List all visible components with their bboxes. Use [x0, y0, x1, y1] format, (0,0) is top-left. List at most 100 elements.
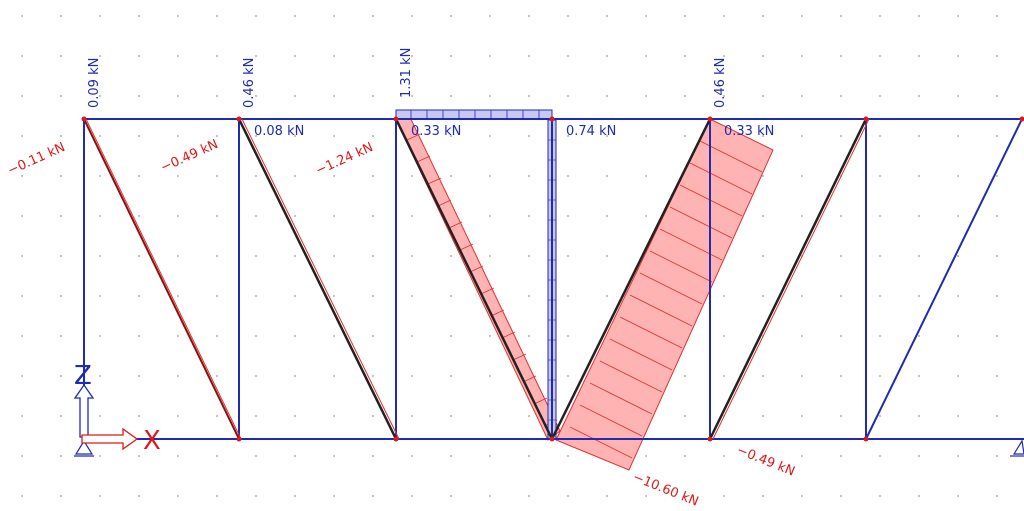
grid-dot — [411, 255, 413, 257]
grid-dot — [60, 55, 62, 57]
grid-dot — [762, 415, 764, 417]
grid-dot — [138, 495, 140, 497]
grid-dot — [996, 255, 998, 257]
grid-dot — [801, 415, 803, 417]
grid-dot — [606, 135, 608, 137]
force-diagram-diagonal-3 — [395, 112, 561, 441]
grid-dot — [99, 175, 101, 177]
grid-dot — [450, 55, 452, 57]
grid-dot — [879, 215, 881, 217]
grid-dot — [723, 335, 725, 337]
grid-dot — [567, 215, 569, 217]
diagonal-2 — [237, 118, 398, 440]
grid-dot — [684, 415, 686, 417]
diagonal-5 — [708, 118, 868, 440]
grid-dot — [528, 15, 530, 17]
grid-dot — [957, 215, 959, 217]
grid-dot — [684, 95, 686, 97]
grid-dot — [762, 135, 764, 137]
grid-dot — [528, 95, 530, 97]
grid-dot — [372, 55, 374, 57]
grid-dot — [567, 495, 569, 497]
grid-dot — [294, 255, 296, 257]
grid-dot — [21, 55, 23, 57]
grid-dot — [489, 415, 491, 417]
vertical-force-labels: 0.09 kN 0.46 kN 1.31 kN 0.46 kN — [87, 48, 728, 108]
grid-dot — [450, 15, 452, 17]
grid-dot — [879, 495, 881, 497]
grid-dot — [99, 215, 101, 217]
grid-dot — [528, 415, 530, 417]
grid-dot — [21, 175, 23, 177]
grid-dot — [216, 455, 218, 457]
grid-dot — [411, 375, 413, 377]
grid-dot — [372, 255, 374, 257]
grid-dot — [255, 215, 257, 217]
grid-dot — [216, 255, 218, 257]
grid-dot — [255, 335, 257, 337]
grid-dot — [333, 175, 335, 177]
grid-dot — [216, 15, 218, 17]
grid-dot — [294, 55, 296, 57]
grid-dot — [99, 255, 101, 257]
grid-dot — [177, 415, 179, 417]
grid-dot — [60, 15, 62, 17]
grid-dot — [60, 215, 62, 217]
grid-dot — [177, 95, 179, 97]
grid-dot — [60, 255, 62, 257]
grid-dot — [450, 135, 452, 137]
grid-dot — [60, 135, 62, 137]
grid-dot — [957, 375, 959, 377]
grid-dot — [450, 455, 452, 457]
grid-dot — [450, 495, 452, 497]
grid-dot — [528, 295, 530, 297]
grid-dot — [177, 255, 179, 257]
grid-dot — [294, 375, 296, 377]
grid-dot — [489, 255, 491, 257]
support-left — [74, 439, 94, 457]
force-label-vertical-3: 1.31 kN — [399, 48, 414, 98]
nodes — [81, 116, 1024, 442]
grid-dot — [645, 15, 647, 17]
grid-dot — [138, 415, 140, 417]
grid-dot — [21, 95, 23, 97]
grid-dot — [294, 415, 296, 417]
grid-dot — [840, 215, 842, 217]
grid-dot — [255, 135, 257, 137]
grid-dot — [333, 215, 335, 217]
diagonal-4 — [550, 118, 712, 440]
grid-dot — [801, 175, 803, 177]
grid-dot — [918, 175, 920, 177]
grid-dot — [60, 295, 62, 297]
force-label-vertical-1: 0.09 kN — [87, 58, 102, 108]
grid-dot — [489, 175, 491, 177]
grid-dot — [21, 255, 23, 257]
grid-dot — [138, 135, 140, 137]
grid-dot — [333, 415, 335, 417]
grid-dot — [216, 55, 218, 57]
grid-dot — [372, 215, 374, 217]
grid-dot — [255, 95, 257, 97]
grid-dot — [60, 415, 62, 417]
grid-dot — [762, 455, 764, 457]
grid-dot — [918, 15, 920, 17]
grid-dot — [606, 295, 608, 297]
grid-dot — [918, 255, 920, 257]
grid-dot — [138, 335, 140, 337]
grid-dot — [333, 55, 335, 57]
grid-dot — [333, 455, 335, 457]
grid-dot — [918, 95, 920, 97]
grid-dot — [879, 15, 881, 17]
grid-dot — [216, 135, 218, 137]
grid-dot — [372, 15, 374, 17]
grid-dot — [801, 455, 803, 457]
grid-dot — [411, 415, 413, 417]
grid-dot — [723, 15, 725, 17]
grid-dot — [489, 375, 491, 377]
grid-dot — [918, 295, 920, 297]
grid-dot — [294, 495, 296, 497]
grid-dot — [216, 335, 218, 337]
force-diagram-diagonal-4 — [555, 118, 774, 471]
grid-dot — [957, 95, 959, 97]
grid-dot — [333, 95, 335, 97]
